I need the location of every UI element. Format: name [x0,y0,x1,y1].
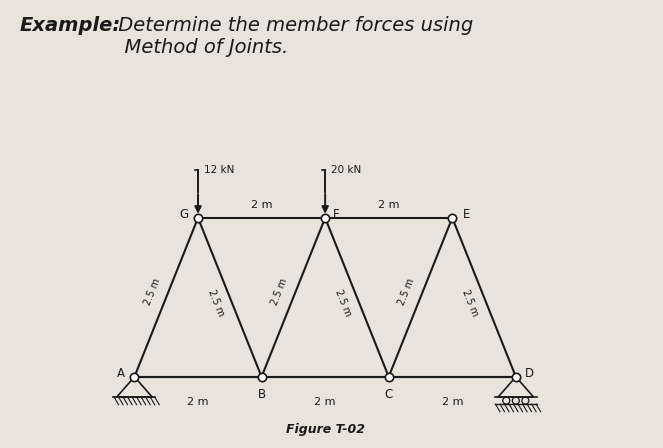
Text: 12 kN: 12 kN [204,165,235,175]
Text: 2.5 m: 2.5 m [206,288,225,318]
Text: Example:: Example: [20,16,121,35]
Text: 2.5 m: 2.5 m [460,288,480,318]
Text: 20 kN: 20 kN [332,165,362,175]
Text: B: B [257,388,266,401]
Text: Figure T-02: Figure T-02 [286,422,365,435]
Text: 2 m: 2 m [378,200,400,210]
Text: 2.5 m: 2.5 m [269,277,289,306]
Text: 2 m: 2 m [314,397,336,407]
Text: G: G [180,208,188,221]
Text: 2 m: 2 m [442,397,463,407]
Text: 2.5 m: 2.5 m [142,277,162,306]
Text: F: F [333,208,340,221]
Text: 2.5 m: 2.5 m [396,277,416,306]
Text: 2 m: 2 m [251,200,272,210]
Text: 2.5 m: 2.5 m [333,288,353,318]
Text: D: D [525,367,534,380]
Text: Determine the member forces using
  Method of Joints.: Determine the member forces using Method… [112,16,473,57]
Text: E: E [463,208,470,221]
Text: C: C [385,388,393,401]
Text: A: A [117,367,125,380]
Text: 2 m: 2 m [187,397,209,407]
